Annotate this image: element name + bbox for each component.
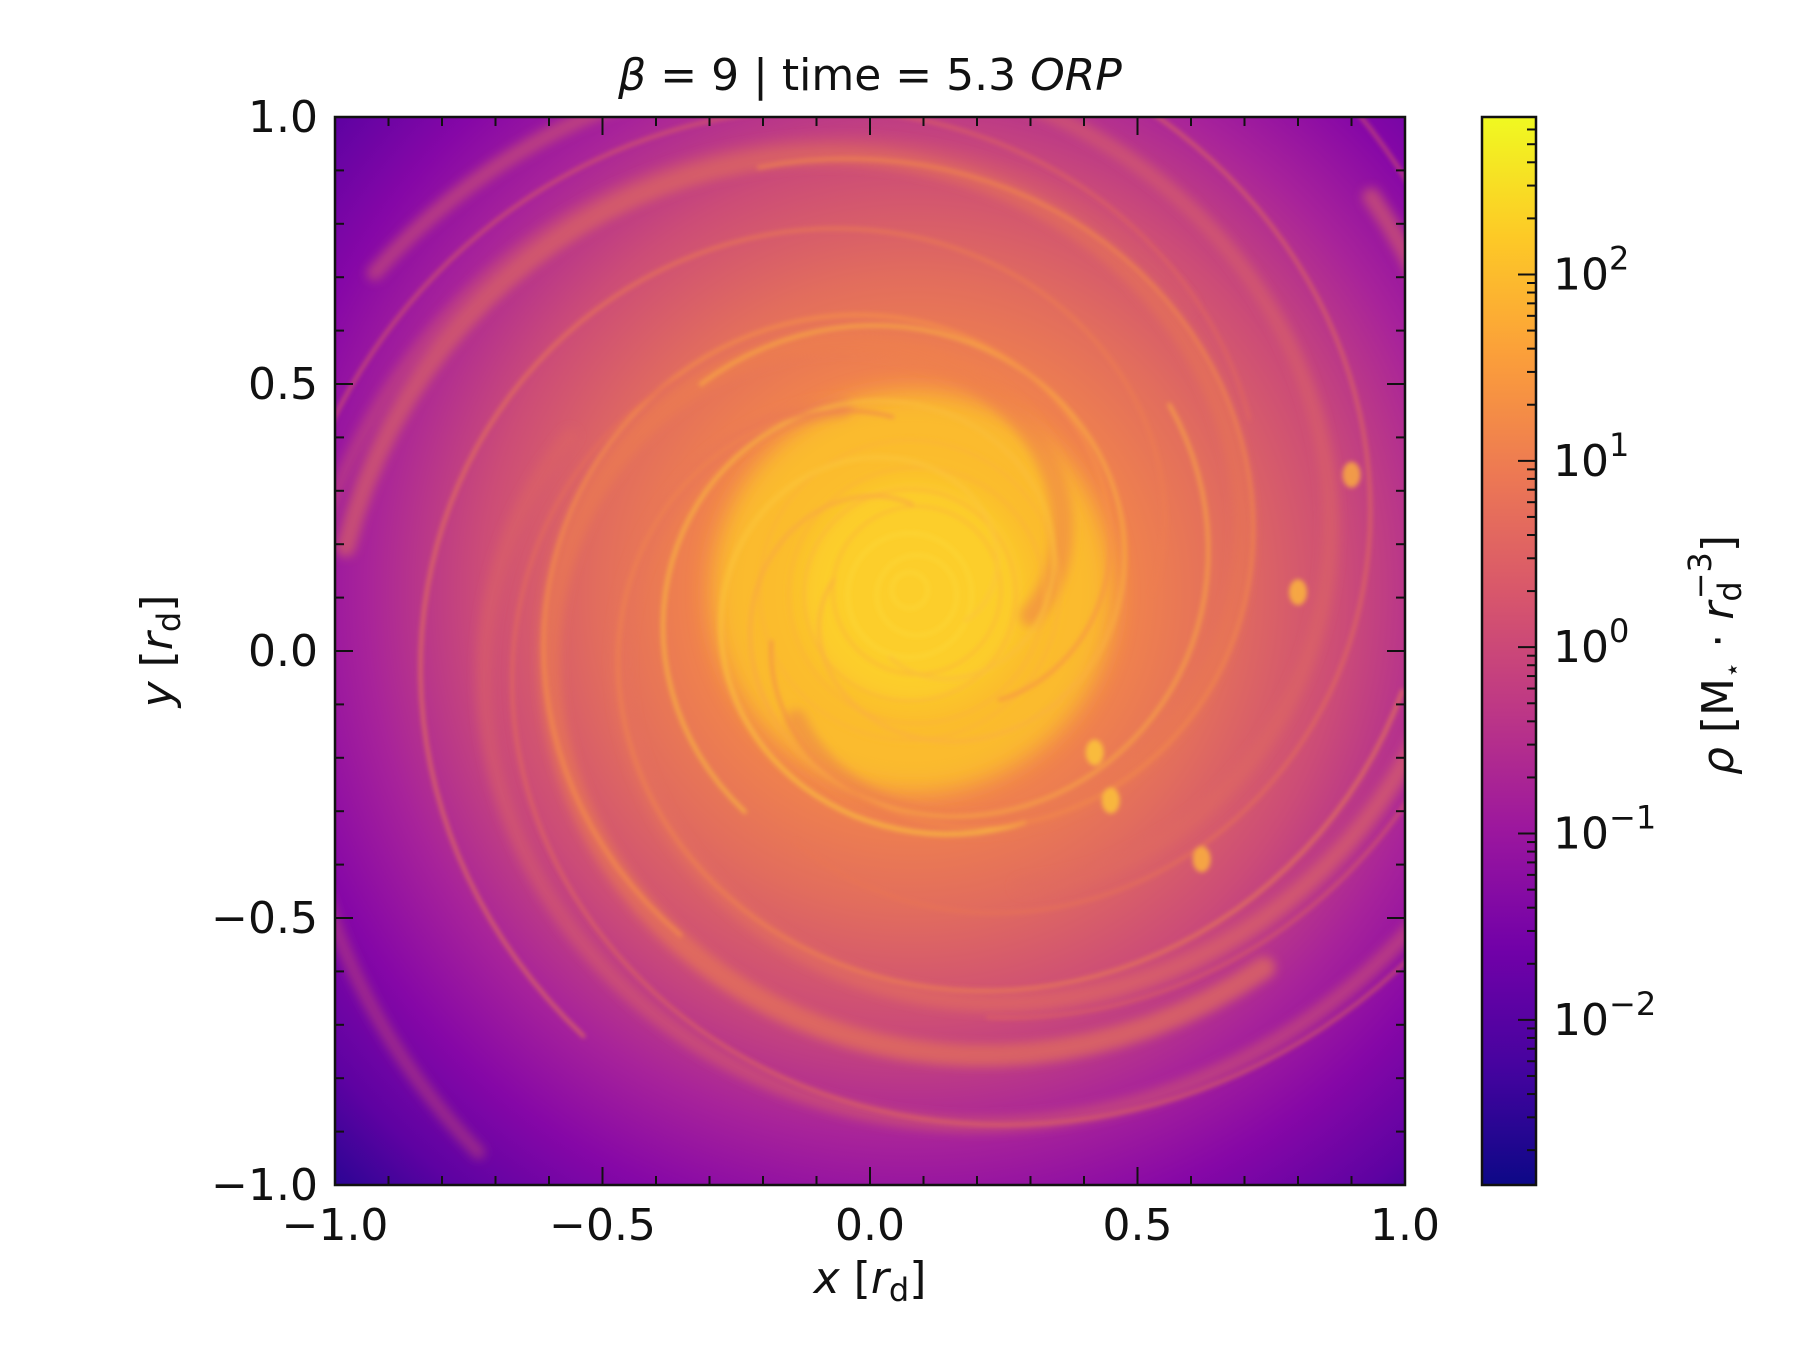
filament — [756, 157, 1256, 829]
filament — [335, 117, 1251, 421]
x-tick-label: 0.5 — [1103, 1200, 1173, 1251]
spiral-arm — [335, 145, 1254, 835]
y-tick-label: −0.5 — [211, 893, 318, 944]
y-axis-ticks: −1.0 −0.5 0.0 0.5 1.0 — [211, 92, 1405, 1211]
y-tick-label: 0.0 — [248, 626, 318, 677]
density-knot — [1289, 579, 1307, 606]
colorbar-tick-label: 10−1 — [1553, 799, 1656, 860]
density-ring — [846, 531, 974, 659]
x-tick-label: 1.0 — [1370, 1200, 1440, 1251]
spiral-arm — [475, 428, 1405, 1133]
spiral-arm — [366, 117, 1339, 895]
colorbar — [1480, 115, 1538, 1187]
x-axis-label: x [rd] — [812, 1253, 927, 1309]
colorbar-tick-label: 10−2 — [1553, 985, 1656, 1046]
x-tick-label: −0.5 — [549, 1200, 656, 1251]
colorbar-tick-label: 102 — [1553, 239, 1629, 300]
filament — [418, 226, 1167, 1038]
filament — [986, 117, 1405, 1020]
filament — [510, 375, 1405, 1127]
x-tick-label: −1.0 — [282, 1200, 389, 1251]
y-tick-label: 1.0 — [248, 92, 318, 143]
colorbar-tick-label: 101 — [1553, 426, 1629, 487]
density-heatmap — [335, 117, 1405, 1185]
colorbar-label: ρ [M⋆ · rd−3] — [1681, 535, 1749, 775]
filament — [718, 455, 1027, 837]
density-ring — [875, 553, 959, 637]
filament — [748, 402, 1211, 819]
density-knot — [1101, 787, 1120, 814]
density-ring — [787, 465, 1047, 725]
density-knot — [1085, 739, 1104, 766]
y-axis-label: y [rd] — [132, 595, 188, 710]
filament — [616, 408, 1405, 993]
spiral-arm — [335, 135, 1197, 1160]
y-tick-label: 0.5 — [248, 359, 318, 410]
x-axis-ticks: −1.0 −0.5 0.0 0.5 1.0 — [282, 117, 1440, 1251]
density-ring — [802, 487, 1018, 703]
colorbar-ticks: 10−2 10−1 100 101 102 — [1518, 116, 1656, 1152]
x-tick-label: 0.0 — [835, 1200, 905, 1251]
density-ring — [890, 570, 930, 610]
spiral-arm — [538, 331, 1276, 1067]
chart-title: β = 9 | time = 5.3 ORP — [617, 50, 1122, 101]
colorbar-tick-label: 100 — [1553, 612, 1629, 673]
density-ring — [758, 438, 1062, 742]
filament — [660, 398, 1056, 814]
density-knot — [1192, 846, 1211, 873]
filament — [541, 312, 1113, 938]
y-tick-label: −1.0 — [211, 1160, 318, 1211]
filament — [698, 323, 1127, 744]
filament — [794, 117, 1372, 915]
density-knot — [1342, 461, 1361, 488]
core-glow-inner — [802, 482, 1023, 703]
